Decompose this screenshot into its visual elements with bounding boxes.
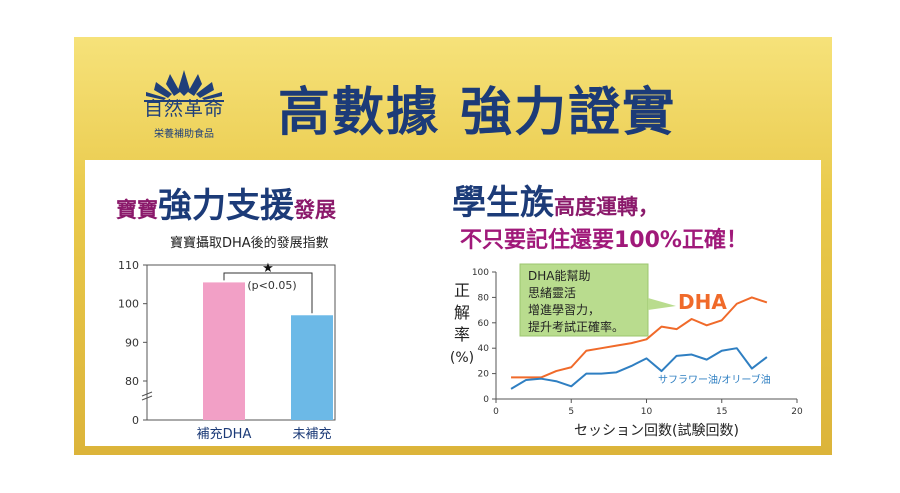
line-xtick-label: 5 xyxy=(568,407,574,417)
bar-2 xyxy=(291,315,333,420)
right-title-line1: 學生族高度運轉， xyxy=(452,175,659,224)
line-ytick-label: 20 xyxy=(478,370,490,380)
line-ylabel-char: 正 xyxy=(454,281,470,300)
callout-line: 思緒靈活 xyxy=(528,285,576,300)
line-ytick-label: 100 xyxy=(472,268,489,278)
line-xtick-label: 10 xyxy=(641,407,653,417)
line-xtick-label: 15 xyxy=(716,407,727,417)
series-label-oil: サフラワー油/オリーブ油 xyxy=(658,373,771,386)
line-ytick-label: 80 xyxy=(478,293,490,303)
line-ytick-label: 0 xyxy=(483,395,489,405)
line-xtick-label: 0 xyxy=(493,407,499,417)
brand-name: 自然革命 xyxy=(143,98,224,120)
bar-category-label: 補充DHA xyxy=(197,426,252,442)
right-title-part-b: 高度運轉， xyxy=(554,195,659,219)
series-line-2 xyxy=(510,347,768,390)
bar-chart: 0 80 90 100 110 補充DHA 未補充 ★ (p<0.05) xyxy=(118,259,336,442)
line-xlabel: セッション回数(試験回数) xyxy=(574,423,739,439)
left-title-part-b: 強力支援 xyxy=(158,186,294,226)
line-ylabel-char: 率 xyxy=(454,325,470,344)
line-ytick-label: 60 xyxy=(478,319,490,329)
bar-ytick-label: 90 xyxy=(125,336,139,349)
callout-line: 增進學習力， xyxy=(528,303,600,317)
lotus-logo-icon xyxy=(144,70,224,102)
callout-box xyxy=(519,263,649,337)
line-ylabel-char: 解 xyxy=(454,303,470,322)
series-label-dha: DHA xyxy=(678,290,727,314)
line-chart: 0 20 40 60 80 100 0 5 10 15 20 正解率 (%) セッション回数(試験回数) D… xyxy=(450,263,803,439)
bar-category-label: 未補充 xyxy=(292,426,331,442)
headline: 高數據 強力證實 xyxy=(278,82,677,143)
series-line-1 xyxy=(511,296,768,379)
bar-ytick-label: 110 xyxy=(118,259,139,272)
bar-ytick-label: 0 xyxy=(132,414,139,427)
callout-line: DHA能幫助 xyxy=(528,268,590,283)
right-title-part-a: 學生族 xyxy=(452,183,554,223)
significance-star: ★ xyxy=(262,261,274,276)
left-title: 寶寶強力支援發展 xyxy=(116,178,336,227)
line-xtick-label: 20 xyxy=(791,407,803,417)
callout-line: 提升考試正確率。 xyxy=(528,319,624,334)
significance-bracket xyxy=(223,272,313,314)
right-title-line2: 不只要記住還要100%正確！ xyxy=(460,228,748,253)
brand-subtitle: 栄養補助食品 xyxy=(154,129,214,140)
left-chart-subtitle: 寶寶攝取DHA後的發展指數 xyxy=(170,236,329,251)
bar-1 xyxy=(203,282,245,420)
bar-ytick-label: 100 xyxy=(118,298,139,311)
axis-break-mark xyxy=(141,391,153,397)
callout-pointer xyxy=(648,298,676,310)
left-title-part-a: 寶寶 xyxy=(116,198,158,222)
left-title-part-c: 發展 xyxy=(294,198,336,222)
significance-pvalue: (p<0.05) xyxy=(247,279,296,292)
axis-break-mark xyxy=(141,395,153,401)
line-ytick-label: 40 xyxy=(478,344,490,354)
line-ylabel-char: (%) xyxy=(450,350,474,366)
bar-ytick-label: 80 xyxy=(125,375,139,388)
